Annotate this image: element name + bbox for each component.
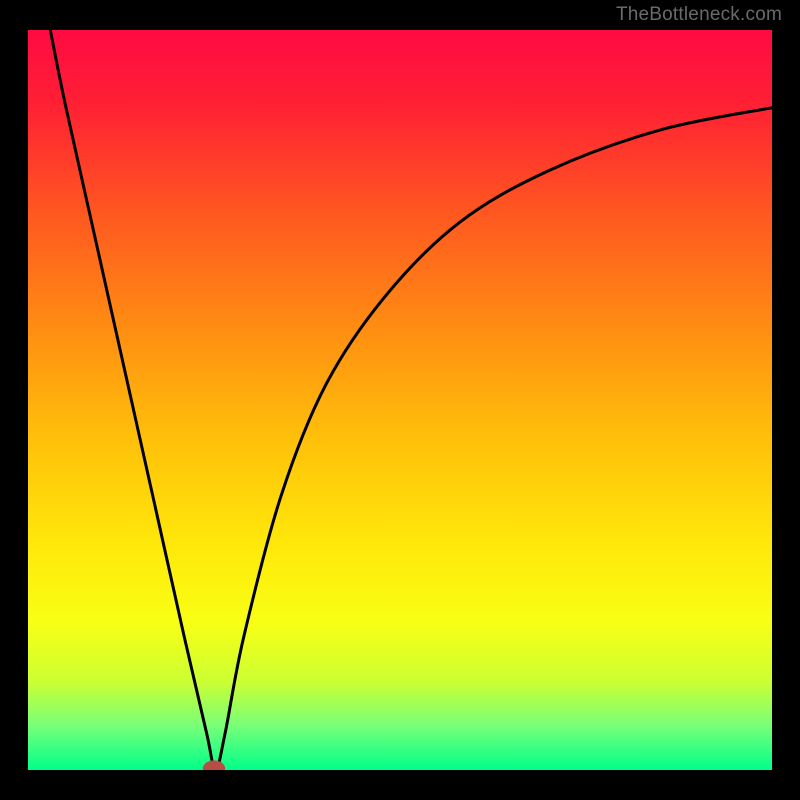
chart-svg: [28, 30, 772, 770]
bottleneck-chart: [28, 30, 772, 770]
watermark-text: TheBottleneck.com: [616, 4, 782, 26]
plot-background: [28, 30, 772, 770]
